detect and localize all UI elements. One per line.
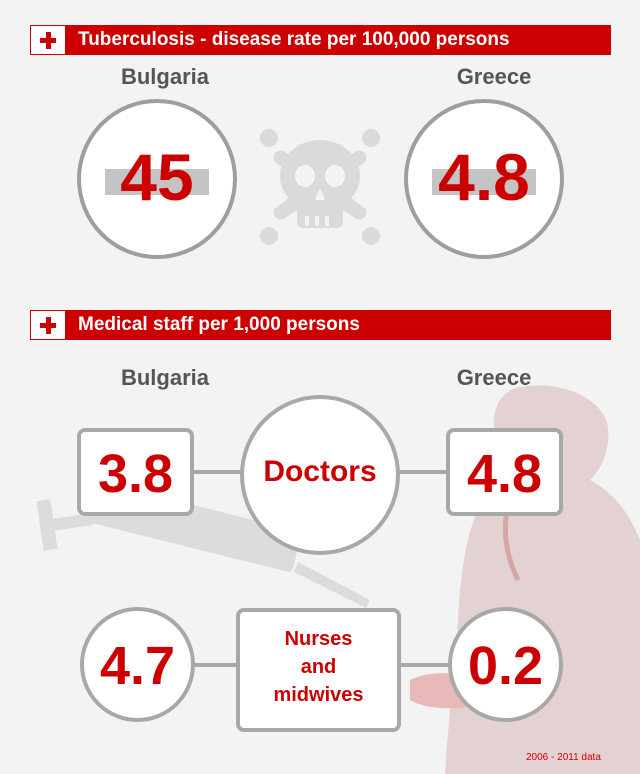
- medical-staff-header-bar: Medical staff per 1,000 persons: [30, 310, 611, 340]
- plus-icon: [30, 310, 66, 340]
- skull-crossbones-icon: [260, 129, 380, 245]
- doctors-connector-left: [190, 470, 250, 474]
- doctors-circle: Doctors: [240, 395, 400, 555]
- tb-greece-circle: 4.8: [404, 99, 564, 259]
- nurses-greece-value: 0.2: [467, 636, 544, 696]
- nurses-greece-circle: 0.2: [448, 607, 563, 722]
- nurses-bulgaria-value: 4.7: [99, 636, 176, 696]
- footnote: 2006 - 2011 data: [526, 752, 601, 763]
- tuberculosis-header-bar: Tuberculosis - disease rate per 100,000 …: [30, 25, 611, 55]
- doctors-greece-box: 4.8: [446, 428, 563, 516]
- doctors-label: Doctors: [263, 455, 377, 488]
- tb-greece-value: 4.8: [438, 140, 530, 214]
- tb-bulgaria-label: Bulgaria: [120, 64, 210, 89]
- doctors-bulgaria-box: 3.8: [77, 428, 194, 516]
- nurses-connector-right: [398, 663, 450, 667]
- medical-staff-title: Medical staff per 1,000 persons: [78, 314, 360, 335]
- plus-icon: [30, 25, 66, 55]
- staff-bulgaria-label: Bulgaria: [120, 365, 210, 390]
- nurses-box: Nurses and midwives: [236, 608, 401, 732]
- nurses-label-line-3: midwives: [273, 684, 364, 706]
- tb-bulgaria-circle: 45: [77, 99, 237, 259]
- doctors-connector-right: [390, 470, 450, 474]
- nurses-label-line-1: Nurses: [284, 628, 353, 650]
- nurses-bulgaria-circle: 4.7: [80, 607, 195, 722]
- staff-greece-label: Greece: [456, 365, 532, 390]
- doctors-greece-value: 4.8: [466, 444, 543, 504]
- nurses-connector-left: [195, 663, 240, 667]
- tb-bulgaria-value: 45: [120, 140, 194, 214]
- doctors-bulgaria-value: 3.8: [97, 444, 174, 504]
- nurses-label-line-2: and: [300, 656, 337, 678]
- tuberculosis-title: Tuberculosis - disease rate per 100,000 …: [78, 29, 510, 50]
- tb-greece-label: Greece: [456, 64, 532, 89]
